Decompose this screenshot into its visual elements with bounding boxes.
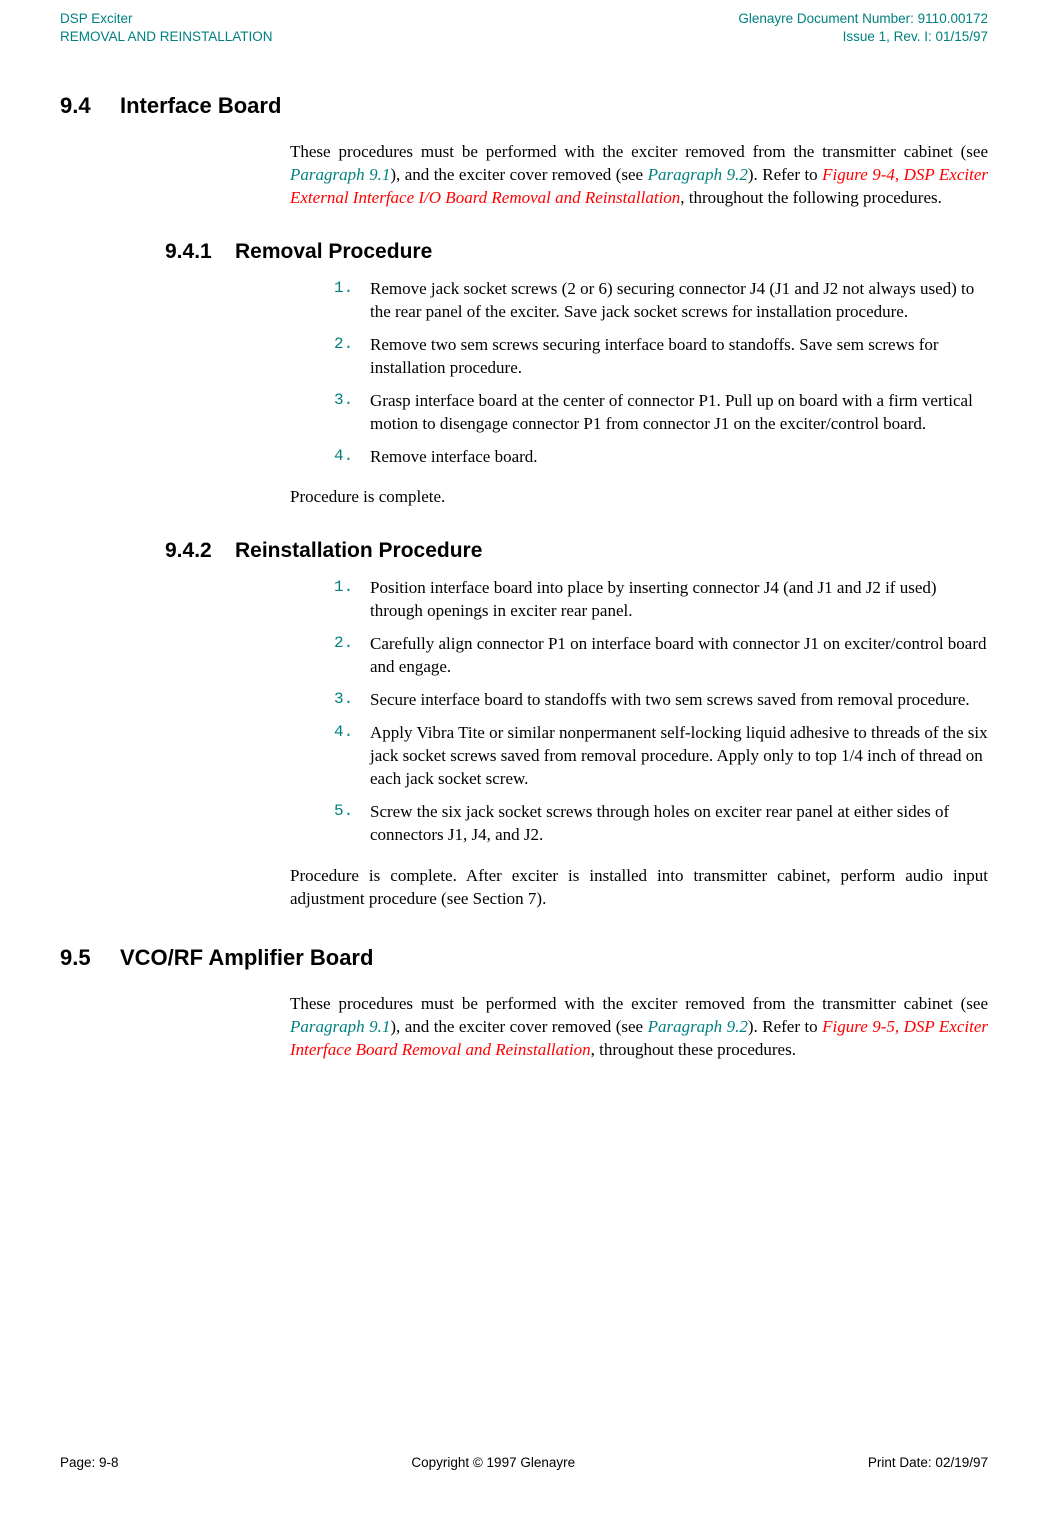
list-item: 3.Secure interface board to standoffs wi… — [334, 689, 988, 712]
header-product: DSP Exciter — [60, 10, 273, 28]
step-text: Remove interface board. — [370, 446, 988, 469]
section-9-5-body: These procedures must be performed with … — [290, 993, 988, 1062]
list-item: 1.Position interface board into place by… — [334, 577, 988, 623]
crossref-paragraph-9-1[interactable]: Paragraph 9.1 — [290, 1017, 390, 1036]
step-text: Remove two sem screws securing interface… — [370, 334, 988, 380]
list-item: 1.Remove jack socket screws (2 or 6) sec… — [334, 278, 988, 324]
step-text: Screw the six jack socket screws through… — [370, 801, 988, 847]
heading-9-5: 9.5VCO/RF Amplifier Board — [60, 945, 988, 971]
step-marker: 2. — [334, 633, 370, 655]
section-9-4-intro: These procedures must be performed with … — [290, 141, 988, 210]
intro-text-mid2: ). Refer to — [748, 165, 822, 184]
intro-text-pre: These procedures must be performed with … — [290, 142, 988, 161]
step-marker: 1. — [334, 278, 370, 300]
list-item: 2.Remove two sem screws securing interfa… — [334, 334, 988, 380]
header-section: REMOVAL AND REINSTALLATION — [60, 28, 273, 46]
heading-9-4-number: 9.4 — [60, 93, 120, 119]
step-marker: 2. — [334, 334, 370, 356]
header-issue: Issue 1, Rev. I: 01/15/97 — [738, 28, 988, 46]
step-marker: 4. — [334, 722, 370, 744]
step-marker: 4. — [334, 446, 370, 468]
subsection-9-4-2: 9.4.2Reinstallation Procedure — [165, 539, 988, 563]
list-item: 5.Screw the six jack socket screws throu… — [334, 801, 988, 847]
removal-closing: Procedure is complete. — [290, 486, 988, 509]
crossref-paragraph-9-2[interactable]: Paragraph 9.2 — [648, 1017, 748, 1036]
section-9-4-1-body: 1.Remove jack socket screws (2 or 6) sec… — [290, 278, 988, 510]
list-item: 2.Carefully align connector P1 on interf… — [334, 633, 988, 679]
header-right: Glenayre Document Number: 9110.00172 Iss… — [738, 10, 988, 45]
list-item: 4.Remove interface board. — [334, 446, 988, 469]
intro-text-post: , throughout the following procedures. — [680, 188, 942, 207]
heading-9-4-1: 9.4.1Removal Procedure — [165, 240, 988, 264]
step-marker: 3. — [334, 390, 370, 412]
step-marker: 1. — [334, 577, 370, 599]
heading-9-4-1-title: Removal Procedure — [235, 240, 432, 263]
section-9-5-intro: These procedures must be performed with … — [290, 993, 988, 1062]
heading-9-4-2-title: Reinstallation Procedure — [235, 539, 482, 562]
step-text: Grasp interface board at the center of c… — [370, 390, 988, 436]
heading-9-5-title: VCO/RF Amplifier Board — [120, 945, 373, 970]
intro-text-mid1: ), and the exciter cover removed (see — [390, 165, 647, 184]
intro-text-pre: These procedures must be performed with … — [290, 994, 988, 1013]
heading-9-4-1-number: 9.4.1 — [165, 240, 235, 264]
page: DSP Exciter REMOVAL AND REINSTALLATION G… — [0, 0, 1048, 1480]
step-text: Position interface board into place by i… — [370, 577, 988, 623]
header-left: DSP Exciter REMOVAL AND REINSTALLATION — [60, 10, 273, 45]
intro-text-post: , throughout these procedures. — [591, 1040, 796, 1059]
crossref-paragraph-9-1[interactable]: Paragraph 9.1 — [290, 165, 390, 184]
step-text: Apply Vibra Tite or similar nonpermanent… — [370, 722, 988, 791]
step-text: Carefully align connector P1 on interfac… — [370, 633, 988, 679]
footer-page: Page: 9-8 — [60, 1455, 119, 1470]
list-item: 4.Apply Vibra Tite or similar nonpermane… — [334, 722, 988, 791]
intro-text-mid1: ), and the exciter cover removed (see — [390, 1017, 647, 1036]
header-docnum: Glenayre Document Number: 9110.00172 — [738, 10, 988, 28]
reinstall-steps-list: 1.Position interface board into place by… — [334, 577, 988, 846]
crossref-paragraph-9-2[interactable]: Paragraph 9.2 — [648, 165, 748, 184]
step-text: Secure interface board to standoffs with… — [370, 689, 988, 712]
heading-9-4-title: Interface Board — [120, 93, 281, 118]
list-item: 3.Grasp interface board at the center of… — [334, 390, 988, 436]
heading-9-4-2-number: 9.4.2 — [165, 539, 235, 563]
section-9-4-body: These procedures must be performed with … — [290, 141, 988, 210]
subsection-9-4-1: 9.4.1Removal Procedure — [165, 240, 988, 264]
heading-9-4: 9.4Interface Board — [60, 93, 988, 119]
step-marker: 3. — [334, 689, 370, 711]
heading-9-4-2: 9.4.2Reinstallation Procedure — [165, 539, 988, 563]
footer-copyright: Copyright © 1997 Glenayre — [411, 1455, 575, 1470]
step-text: Remove jack socket screws (2 or 6) secur… — [370, 278, 988, 324]
page-header: DSP Exciter REMOVAL AND REINSTALLATION G… — [60, 10, 988, 45]
footer-printdate: Print Date: 02/19/97 — [868, 1455, 988, 1470]
heading-9-5-number: 9.5 — [60, 945, 120, 971]
step-marker: 5. — [334, 801, 370, 823]
reinstall-closing: Procedure is complete. After exciter is … — [290, 865, 988, 911]
intro-text-mid2: ). Refer to — [748, 1017, 822, 1036]
section-9-4-2-body: 1.Position interface board into place by… — [290, 577, 988, 910]
removal-steps-list: 1.Remove jack socket screws (2 or 6) sec… — [334, 278, 988, 469]
page-footer: Page: 9-8 Copyright © 1997 Glenayre Prin… — [60, 1455, 988, 1470]
